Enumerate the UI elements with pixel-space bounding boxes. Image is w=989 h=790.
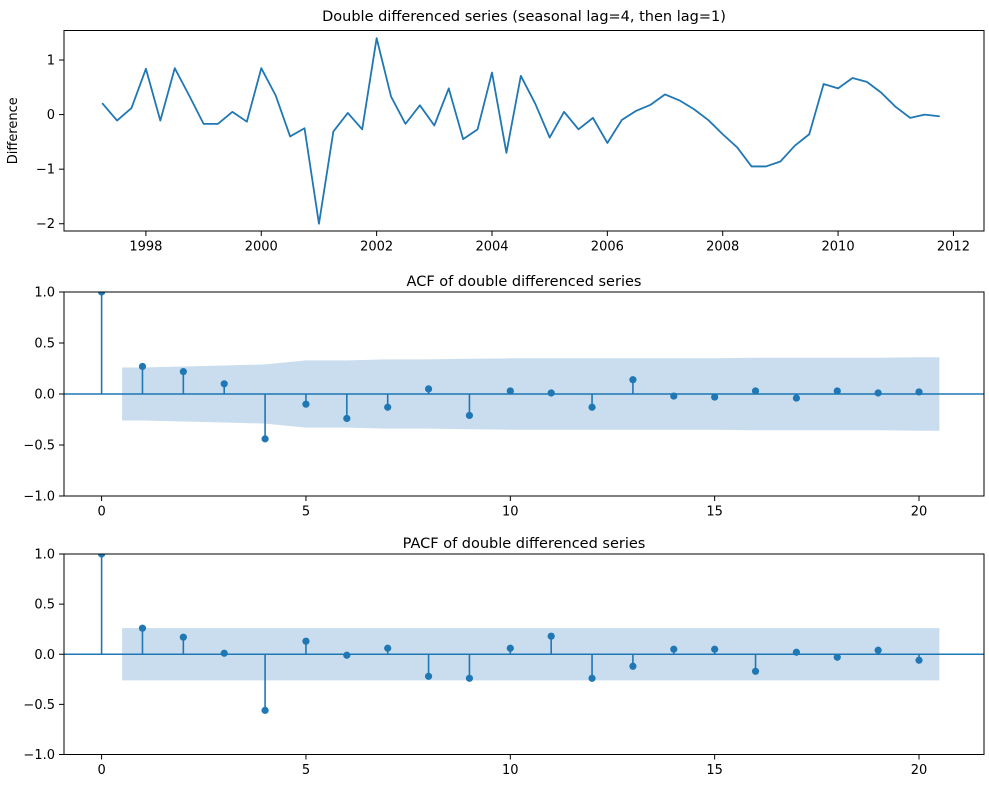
acf-stem-dot <box>670 392 678 400</box>
pacf-plot: PACF of double differenced series 0 5 10 15 2… <box>23 536 985 778</box>
pacf-stem-dot <box>506 644 514 652</box>
x-tick-label: 2012 <box>937 240 970 255</box>
acf-axes-frame <box>63 291 985 497</box>
pacf-stem-dot <box>629 662 637 670</box>
pacf-stem-dot <box>302 637 310 645</box>
y-tick-label: −1 <box>36 163 55 178</box>
pacf-stem-dot <box>547 632 555 640</box>
acf-stem-dot <box>302 400 310 408</box>
x-tick-label: 15 <box>706 763 723 778</box>
x-tick-label: 10 <box>502 505 519 520</box>
pacf-title: PACF of double differenced series <box>403 536 646 552</box>
y-tick-label: 0.0 <box>34 388 55 403</box>
x-tick-label: 2010 <box>822 240 855 255</box>
pacf-stem-dot <box>98 554 106 558</box>
acf-stem-dot <box>792 394 801 402</box>
acf-stem-dot <box>833 387 841 395</box>
pacf-stem-dot <box>261 706 269 714</box>
x-tick-label: 15 <box>706 505 723 520</box>
y-tick-label: −1.0 <box>23 490 55 505</box>
x-tick-label: 0 <box>97 505 105 520</box>
x-tick-label: 20 <box>911 505 928 520</box>
pacf-stem-dot <box>588 674 596 682</box>
double-differenced-series-title: Double differenced series (seasonal lag=… <box>322 9 726 25</box>
acf-plot: ACF of double differenced series 0 5 10 15 20… <box>23 274 985 520</box>
x-tick-label: 5 <box>302 505 310 520</box>
y-tick-label: −0.5 <box>23 439 55 454</box>
pacf-stem-dot <box>751 667 760 675</box>
difference-line-plot: Double differenced series (seasonal lag=… <box>6 9 985 255</box>
pacf-stem-dot <box>343 651 351 659</box>
acf-stem-dot <box>384 403 392 411</box>
acf-stem-dot <box>588 403 596 411</box>
x-tick-label: 2004 <box>475 240 508 255</box>
double-differenced-series-series-line <box>101 37 940 225</box>
acf-stem-dot <box>343 414 351 423</box>
acf-stem-dot <box>711 393 719 401</box>
acf-stem-dot <box>629 376 637 384</box>
acf-plot-area <box>64 292 984 443</box>
acf-stem-dot <box>506 387 514 395</box>
x-tick-label: 1998 <box>129 240 162 255</box>
acf-title: ACF of double differenced series <box>407 274 642 290</box>
pacf-stem-dot <box>138 624 147 632</box>
y-tick-label: 1 <box>47 54 55 69</box>
y-tick-label: 1.0 <box>34 548 55 563</box>
pacf-stem-dot <box>711 645 719 653</box>
y-tick-label: −2 <box>36 217 55 232</box>
pacf-stem-dot <box>670 645 678 653</box>
acf-stem-dot <box>874 389 882 397</box>
acf-stem-dot <box>751 387 760 395</box>
acf-stem-dot <box>98 292 106 296</box>
acf-stem-dot <box>915 388 923 396</box>
pacf-axes-frame <box>63 553 985 755</box>
y-tick-label: 0.5 <box>34 337 55 352</box>
y-tick-label: 0.5 <box>34 598 55 613</box>
double-differenced-series-ylabel: Difference <box>6 97 21 164</box>
x-tick-label: 5 <box>302 763 310 778</box>
pacf-stem-dot <box>465 674 474 682</box>
x-tick-label: 0 <box>97 763 105 778</box>
y-tick-label: −1.0 <box>23 748 55 763</box>
acf-stem-dot <box>465 411 474 420</box>
x-tick-label: 20 <box>911 763 928 778</box>
acf-stem-dot <box>138 362 147 371</box>
y-tick-label: 0.0 <box>34 648 55 663</box>
pacf-stem-dot <box>874 646 882 654</box>
acf-stem-dot <box>547 389 555 397</box>
pacf-plot-area <box>64 554 984 714</box>
x-tick-label: 10 <box>502 763 519 778</box>
acf-stem-dot <box>424 385 433 393</box>
pacf-stem-dot <box>179 633 187 641</box>
acf-stem-dot <box>261 435 269 443</box>
pacf-stem-dot <box>833 653 841 661</box>
pacf-stem-dot <box>384 644 392 652</box>
double-differenced-series-plot-area <box>101 37 940 225</box>
y-tick-label: −0.5 <box>23 698 55 713</box>
double-differenced-series-axes-frame <box>63 30 985 232</box>
y-tick-label: 1.0 <box>34 286 55 301</box>
acf-stem-dot <box>179 367 187 376</box>
pacf-stem-dot <box>220 649 228 657</box>
pacf-stem-dot <box>792 648 801 656</box>
acf-stem-dot <box>220 380 228 388</box>
x-tick-label: 2008 <box>706 240 739 255</box>
pacf-stem-dot <box>424 672 433 680</box>
x-tick-label: 2006 <box>591 240 624 255</box>
x-tick-label: 2002 <box>360 240 393 255</box>
x-tick-label: 2000 <box>245 240 278 255</box>
pacf-stem-dot <box>915 656 923 664</box>
y-tick-label: 0 <box>47 108 55 123</box>
